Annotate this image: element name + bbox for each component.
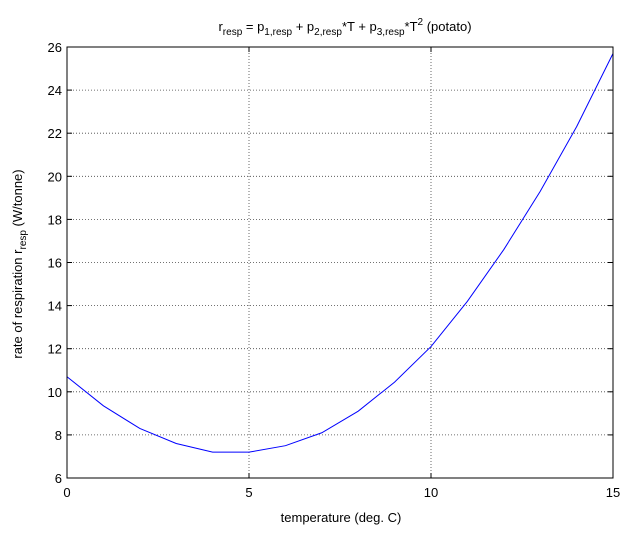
y-axis-label: rate of respiration rresp (W/tonne) [10, 169, 29, 358]
y-tick-label: 24 [48, 83, 62, 98]
y-tick-label: 6 [55, 471, 62, 486]
y-tick-label: 22 [48, 126, 62, 141]
y-tick-label: 18 [48, 212, 62, 227]
y-tick-labels: 6 8 10 12 14 16 18 20 22 24 26 [48, 40, 62, 486]
x-tick-label: 10 [424, 485, 438, 500]
series-layer [67, 53, 613, 452]
y-tick-label: 16 [48, 256, 62, 271]
y-tick-label: 10 [48, 385, 62, 400]
x-axis-label: temperature (deg. C) [281, 510, 402, 525]
x-tick-label: 15 [606, 485, 620, 500]
x-tick-labels: 0 5 10 15 [63, 485, 620, 500]
series-line [67, 53, 613, 452]
x-tick-label: 5 [245, 485, 252, 500]
chart-title: rresp = p1,resp + p2,resp*T + p3,resp*T2… [218, 17, 471, 38]
y-tick-label: 20 [48, 169, 62, 184]
y-tick-label: 26 [48, 40, 62, 55]
grid-lines [67, 47, 613, 478]
y-tick-label: 8 [55, 428, 62, 443]
y-tick-label: 14 [48, 299, 62, 314]
y-tick-label: 12 [48, 342, 62, 357]
x-tick-label: 0 [63, 485, 70, 500]
